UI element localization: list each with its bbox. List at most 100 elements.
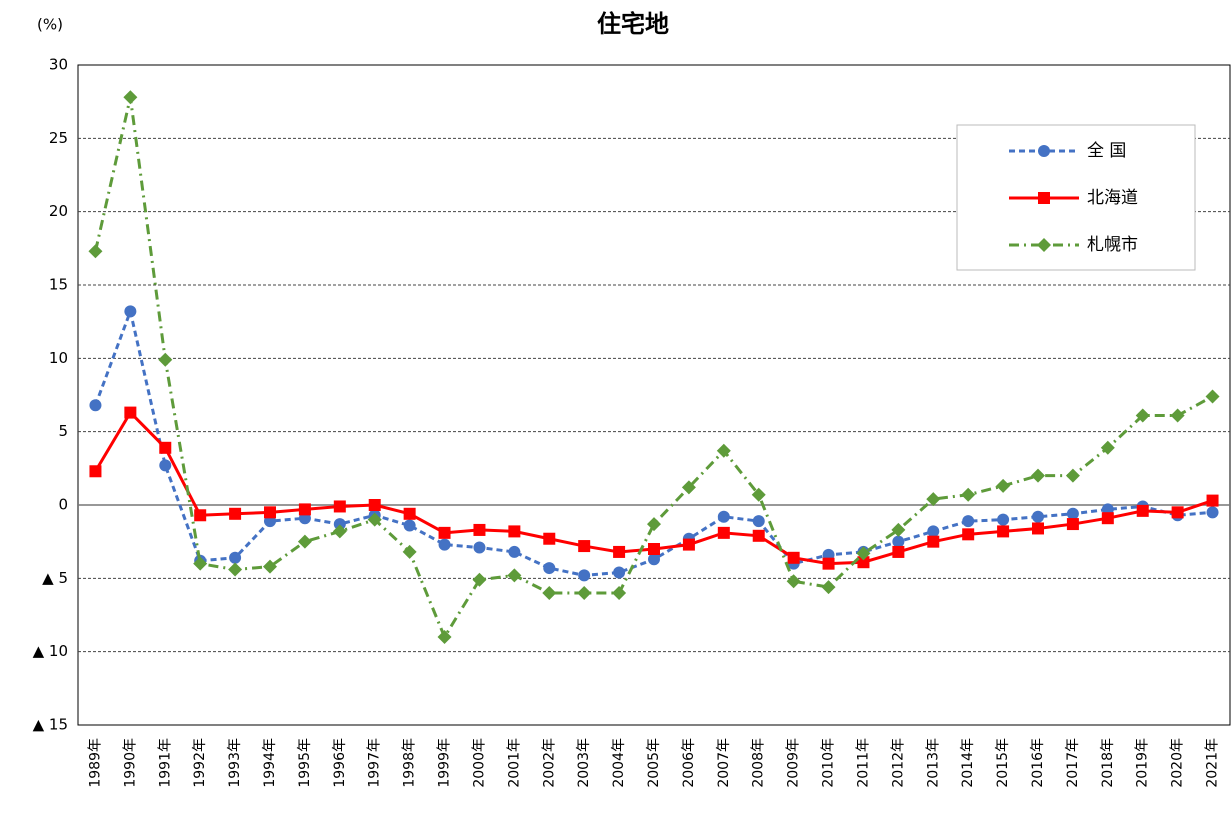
y-tick-label: 25 xyxy=(49,129,68,147)
x-tick-label: 1997年 xyxy=(367,738,383,788)
y-tick-label: 30 xyxy=(49,56,68,74)
data-point xyxy=(297,534,312,549)
series xyxy=(89,406,1219,570)
data-point xyxy=(717,526,730,539)
x-tick-label: 2021年 xyxy=(1205,738,1221,788)
data-point xyxy=(752,515,765,528)
data-point xyxy=(1205,389,1220,404)
data-point xyxy=(124,406,137,419)
series-line xyxy=(93,96,1214,641)
x-tick-label: 2008年 xyxy=(751,738,767,788)
data-point xyxy=(402,544,417,559)
data-point xyxy=(124,305,137,318)
data-point xyxy=(892,535,905,548)
x-tick-label: 2007年 xyxy=(716,738,732,788)
x-tick-label: 2020年 xyxy=(1170,738,1186,788)
data-point xyxy=(961,487,976,502)
data-point xyxy=(193,556,208,571)
x-tick-label: 2002年 xyxy=(541,738,557,788)
data-point xyxy=(1032,522,1044,535)
x-tick-label: 1995年 xyxy=(297,738,313,788)
data-point xyxy=(1101,512,1114,525)
legend-marker xyxy=(1037,238,1051,252)
series-line xyxy=(94,306,1213,577)
data-point xyxy=(158,352,173,367)
x-tick-label: 2006年 xyxy=(681,738,697,788)
data-point xyxy=(542,586,557,600)
x-tick-label: 2011年 xyxy=(855,738,871,788)
data-point xyxy=(997,525,1010,538)
data-point xyxy=(1206,494,1219,507)
x-tick-label: 2005年 xyxy=(646,738,662,788)
x-tick-label: 1992年 xyxy=(192,738,208,788)
data-point xyxy=(647,517,661,532)
x-tick-label: 2014年 xyxy=(960,738,976,788)
data-point xyxy=(89,465,102,478)
data-point xyxy=(507,568,522,583)
data-point xyxy=(333,518,346,531)
data-point xyxy=(543,562,556,575)
data-point xyxy=(577,586,592,600)
data-point xyxy=(438,538,451,551)
x-tick-label: 1998年 xyxy=(402,738,418,788)
data-point xyxy=(613,566,626,579)
data-point xyxy=(682,538,695,551)
data-point xyxy=(298,503,311,516)
x-tick-label: 1989年 xyxy=(87,738,103,788)
series xyxy=(88,90,1220,644)
data-point xyxy=(123,90,138,105)
data-point xyxy=(1135,408,1150,423)
data-point xyxy=(1206,506,1219,519)
x-tick-label: 1999年 xyxy=(437,738,453,788)
y-axis-label: (%) xyxy=(37,16,63,34)
data-point xyxy=(229,551,242,564)
data-point xyxy=(787,551,800,564)
data-point xyxy=(648,543,660,555)
data-point xyxy=(822,557,835,570)
data-point xyxy=(613,545,626,558)
data-point xyxy=(263,559,277,574)
data-point xyxy=(1066,518,1079,531)
x-tick-label: 1991年 xyxy=(157,738,173,788)
x-tick-label: 1996年 xyxy=(332,738,348,788)
data-point xyxy=(1032,510,1044,523)
x-tick-label: 2009年 xyxy=(786,738,802,788)
data-point xyxy=(229,507,242,520)
data-point xyxy=(648,553,660,566)
y-tick-label: 0 xyxy=(58,496,68,514)
x-tick-label: 2015年 xyxy=(995,738,1011,788)
data-point xyxy=(508,545,521,558)
legend-marker xyxy=(1038,145,1050,157)
x-tick-label: 2001年 xyxy=(506,738,522,788)
data-point xyxy=(194,509,207,522)
data-point xyxy=(751,487,766,502)
data-point xyxy=(856,546,871,561)
data-point xyxy=(1171,506,1184,519)
data-point xyxy=(716,443,731,458)
legend-label: 札幌市 xyxy=(1087,235,1138,255)
legend-label: 北海道 xyxy=(1087,188,1138,208)
data-point xyxy=(367,512,382,527)
data-point xyxy=(997,513,1010,526)
chart-title: 住宅地 xyxy=(597,10,669,38)
data-point xyxy=(333,500,346,513)
data-point xyxy=(1065,468,1080,483)
data-point xyxy=(1136,504,1149,517)
data-point xyxy=(1100,440,1115,455)
data-point xyxy=(578,540,591,553)
data-point xyxy=(438,526,451,539)
data-point xyxy=(891,522,906,537)
x-tick-label: 2004年 xyxy=(611,738,627,788)
data-point xyxy=(403,507,416,520)
data-point xyxy=(473,523,486,536)
x-tick-label: 2016年 xyxy=(1030,738,1046,788)
data-point xyxy=(717,510,730,523)
x-tick-label: 2017年 xyxy=(1065,738,1081,788)
data-point xyxy=(264,506,276,519)
y-tick-label: ▲ 15 xyxy=(33,716,68,734)
data-point xyxy=(962,528,975,541)
data-point xyxy=(962,515,975,528)
plot-area xyxy=(77,64,1231,726)
y-tick-label: ▲ 5 xyxy=(42,569,68,587)
